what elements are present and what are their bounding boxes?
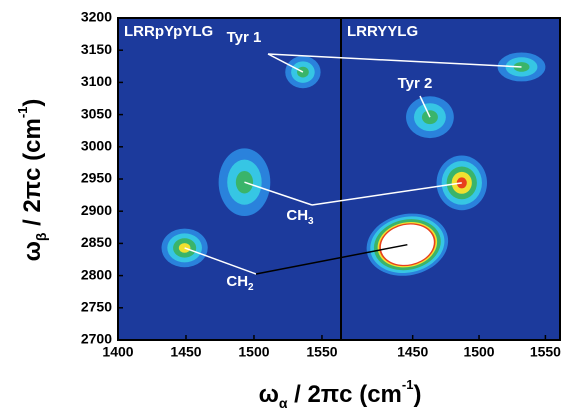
x-axis-title-part: α <box>279 395 288 411</box>
x-tick-label: 1500 <box>238 344 269 360</box>
y-axis-title-part: ω <box>19 241 46 261</box>
x-axis-title-part: -1 <box>402 377 414 392</box>
y-tick-label: 3050 <box>81 105 112 121</box>
y-tick-label: 3200 <box>81 9 112 25</box>
panel <box>341 18 560 340</box>
annotation-line <box>311 182 462 206</box>
plot-frame <box>117 17 561 341</box>
x-axis-title: ωα / 2πc (cm-1) <box>259 377 422 410</box>
y-axis-title: ωβ / 2πc (cm-1) <box>15 99 48 262</box>
y-tick-label: 3150 <box>81 41 112 57</box>
x-tick-label: 1550 <box>530 344 561 360</box>
x-tick-label: 1400 <box>102 344 133 360</box>
y-tick-label: 2800 <box>81 266 112 282</box>
x-tick-label: 1450 <box>170 344 201 360</box>
annotation: Tyr 2 <box>398 75 433 92</box>
y-tick-label: 2900 <box>81 202 112 218</box>
y-axis-title-part: -1 <box>15 107 30 119</box>
annotation-line <box>255 243 408 275</box>
annotation-text: CH <box>226 273 248 290</box>
x-tick-label: 1500 <box>463 344 494 360</box>
annotation-line <box>184 247 257 275</box>
y-axis-title-part: / 2πc (cm <box>19 118 46 232</box>
plot-area <box>118 18 560 340</box>
annotation: Tyr 1 <box>227 29 262 46</box>
panel-title: LRRpYpYLG <box>124 23 213 40</box>
annotation: CH3 <box>286 207 314 227</box>
annotation-line <box>267 53 304 73</box>
annotation-text: Tyr 2 <box>398 75 433 92</box>
y-tick-label: 3000 <box>81 138 112 154</box>
x-tick-label: 1450 <box>397 344 428 360</box>
x-tick-label: 1550 <box>306 344 337 360</box>
panel-title: LRRYYLG <box>347 23 418 40</box>
y-axis-title-part: β <box>33 232 49 241</box>
y-tick-label: 2850 <box>81 234 112 250</box>
annotation: CH2 <box>226 273 254 293</box>
y-tick-label: 2750 <box>81 299 112 315</box>
y-axis-title-part: ) <box>19 99 46 107</box>
annotation-sub: 3 <box>308 216 314 227</box>
x-axis-title-part: ) <box>413 381 421 408</box>
annotation-text: Tyr 1 <box>227 29 262 46</box>
x-axis-title-part: ω <box>259 381 279 408</box>
annotation-text: CH <box>286 207 308 224</box>
y-tick-label: 2950 <box>81 170 112 186</box>
y-tick-label: 2700 <box>81 331 112 347</box>
annotation-line <box>244 181 313 206</box>
annotation-line <box>267 53 522 68</box>
panel <box>118 18 341 340</box>
y-tick-label: 3100 <box>81 73 112 89</box>
annotation-line <box>419 95 431 118</box>
peak-contour <box>421 110 438 125</box>
x-axis-title-part: / 2πc (cm <box>287 381 401 408</box>
annotation-sub: 2 <box>248 282 254 293</box>
